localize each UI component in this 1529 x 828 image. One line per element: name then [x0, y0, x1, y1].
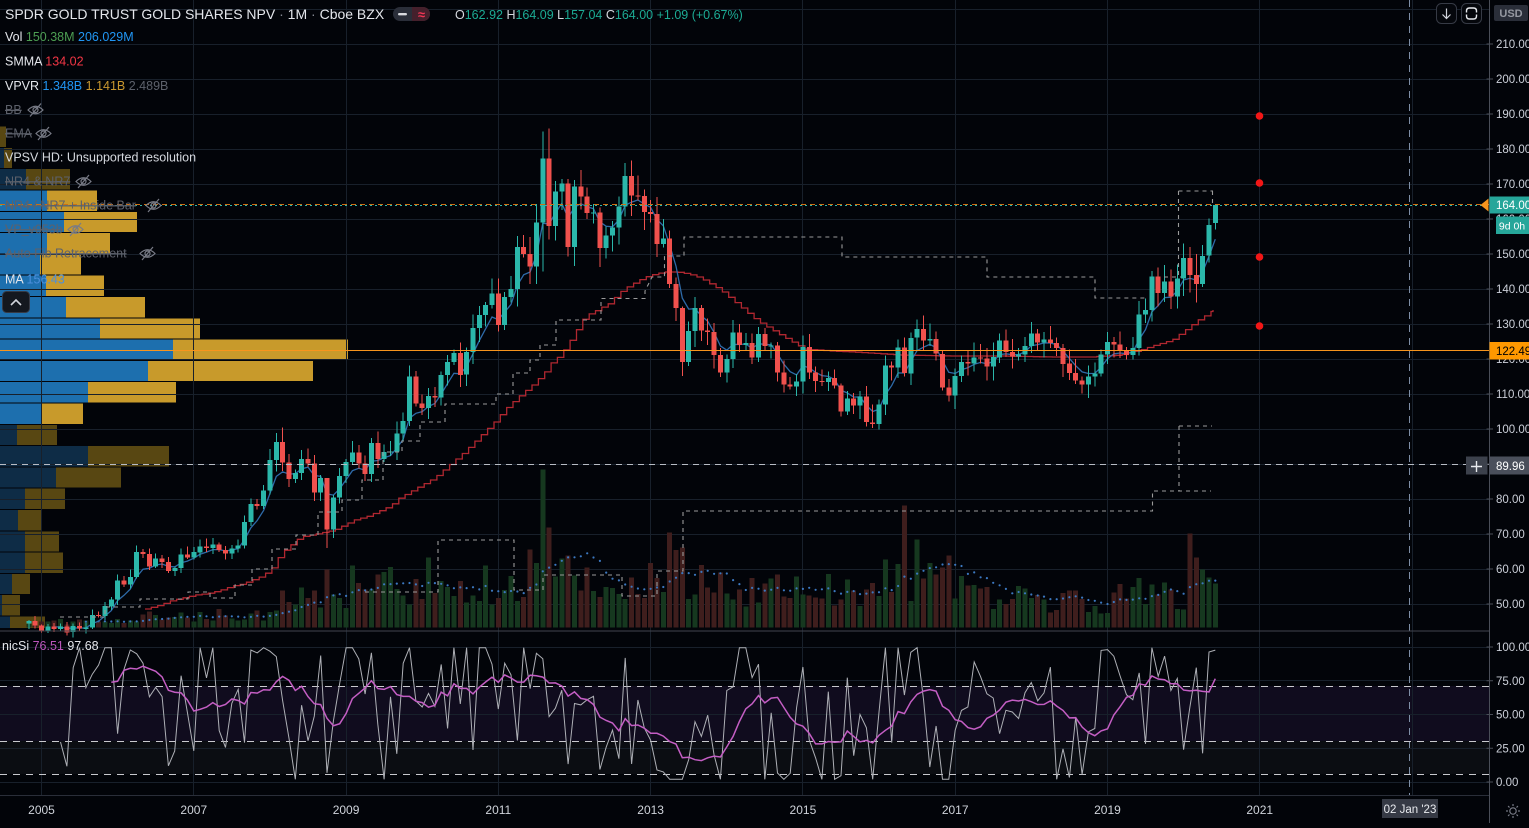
svg-text:NR4 / NR7 + Inside Bar: NR4 / NR7 + Inside Bar — [5, 199, 136, 213]
svg-text:BB: BB — [5, 103, 22, 117]
svg-text:200.00: 200.00 — [1496, 74, 1529, 86]
svg-text:Auto Fib Retracement: Auto Fib Retracement — [5, 247, 127, 261]
svg-text:Vol 150.38M 206.029M: Vol 150.38M 206.029M — [5, 30, 134, 44]
svg-text:70.00: 70.00 — [1496, 529, 1525, 541]
svg-text:130.00: 130.00 — [1496, 319, 1529, 331]
svg-text:210.00: 210.00 — [1496, 39, 1529, 51]
svg-text:VPVR 1.348B 1.141B 2.489B: VPVR 1.348B 1.141B 2.489B — [5, 79, 168, 93]
svg-text:50.00: 50.00 — [1496, 710, 1525, 722]
svg-text:2015: 2015 — [790, 803, 817, 817]
svg-text:100.00: 100.00 — [1496, 424, 1529, 436]
svg-text:100.00: 100.00 — [1496, 642, 1529, 654]
svg-text:164.00: 164.00 — [1496, 200, 1529, 212]
svg-text:NR4 & NR7: NR4 & NR7 — [5, 175, 70, 189]
svg-text:140.00: 140.00 — [1496, 284, 1529, 296]
svg-text:89.96: 89.96 — [1496, 461, 1525, 473]
svg-text:2019: 2019 — [1094, 803, 1121, 817]
svg-text:nicSi 76.51 97.68: nicSi 76.51 97.68 — [2, 639, 99, 653]
svg-text:9d 0h: 9d 0h — [1499, 221, 1525, 233]
svg-text:180.00: 180.00 — [1496, 144, 1529, 156]
svg-text:2021: 2021 — [1246, 803, 1273, 817]
svg-text:MA 156.43: MA 156.43 — [5, 273, 65, 287]
svg-text:80.00: 80.00 — [1496, 494, 1525, 506]
svg-text:2005: 2005 — [28, 803, 55, 817]
svg-text:150.00: 150.00 — [1496, 249, 1529, 261]
svg-text:2017: 2017 — [942, 803, 969, 817]
svg-text:SMMA 134.02: SMMA 134.02 — [5, 55, 84, 69]
svg-text:2007: 2007 — [180, 803, 207, 817]
svg-text:2009: 2009 — [333, 803, 360, 817]
svg-text:2011: 2011 — [485, 803, 511, 817]
svg-text:25.00: 25.00 — [1496, 743, 1525, 755]
svg-text:≈: ≈ — [418, 7, 425, 22]
svg-text:USD: USD — [1499, 8, 1522, 20]
svg-text:60.00: 60.00 — [1496, 564, 1525, 576]
svg-text:02 Jan '23: 02 Jan '23 — [1384, 804, 1437, 816]
svg-text:SPDR GOLD TRUST GOLD SHARES NP: SPDR GOLD TRUST GOLD SHARES NPV · 1M · C… — [5, 6, 385, 22]
svg-text:VPSV HD: Unsupported resolutio: VPSV HD: Unsupported resolution — [5, 151, 196, 165]
svg-text:110.00: 110.00 — [1496, 389, 1529, 401]
svg-text:2013: 2013 — [637, 803, 664, 817]
svg-text:EMA: EMA — [5, 127, 33, 141]
svg-text:O162.92 H164.09 L157.04 C164.0: O162.92 H164.09 L157.04 C164.00 +1.09 (+… — [455, 8, 743, 22]
svg-text:190.00: 190.00 — [1496, 109, 1529, 121]
svg-text:75.00: 75.00 — [1496, 676, 1525, 688]
svg-text:VP_v053b: VP_v053b — [5, 223, 63, 237]
svg-text:170.00: 170.00 — [1496, 179, 1529, 191]
svg-text:50.00: 50.00 — [1496, 599, 1525, 611]
svg-text:122.49: 122.49 — [1496, 346, 1529, 358]
svg-text:0.00: 0.00 — [1496, 777, 1518, 789]
